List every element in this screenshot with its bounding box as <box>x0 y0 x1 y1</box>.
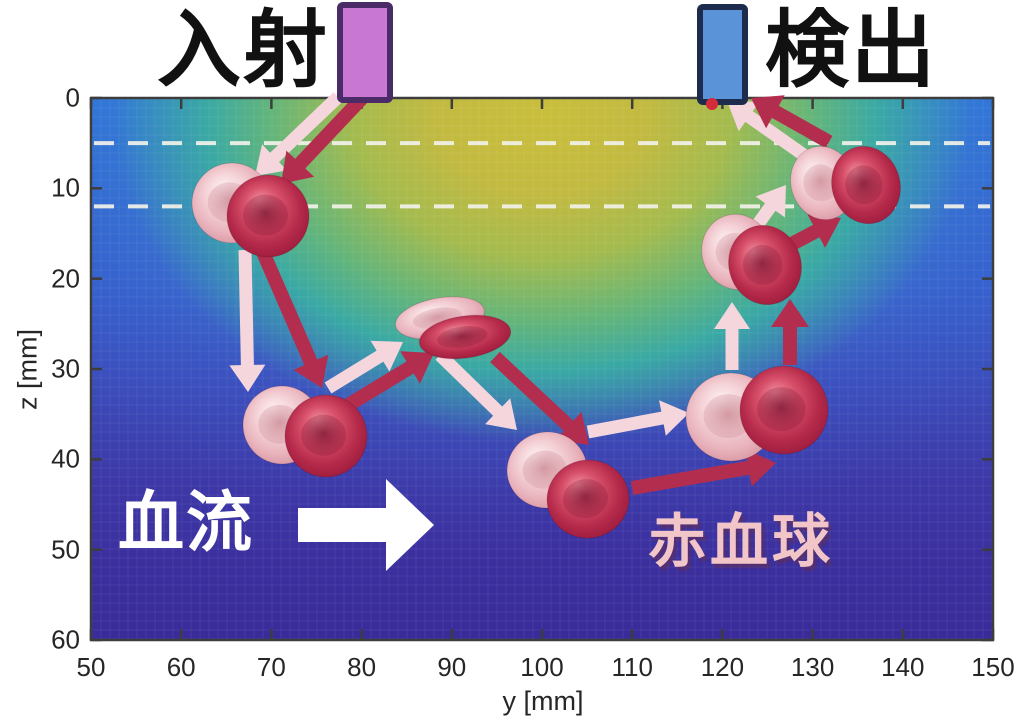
photon-path-arrow-pink <box>324 340 403 394</box>
rbc-label: 赤血球 <box>648 509 835 574</box>
detect-label: 検出 <box>765 3 938 97</box>
photon-path-arrow-pink <box>229 249 266 392</box>
photon-path-arrow-red <box>630 449 776 495</box>
z-tick-label: 60 <box>51 624 80 655</box>
y-axis-title: z [mm] <box>12 329 43 410</box>
x-tick-label: 60 <box>166 652 196 682</box>
photon-path-arrow-red <box>771 299 809 365</box>
photon-path-arrow-pink <box>714 302 750 370</box>
photon-path-arrow-pink <box>435 350 517 430</box>
z-tick-label: 0 <box>65 82 80 113</box>
photon-path-arrow-red <box>255 247 329 388</box>
z-tick-label: 10 <box>51 172 80 203</box>
x-tick-label: 140 <box>881 652 925 682</box>
red-blood-cell <box>728 224 802 306</box>
detector-bar <box>697 4 748 105</box>
blood-flow-direction-arrow <box>298 479 434 571</box>
x-tick-label: 100 <box>520 652 564 682</box>
red-blood-cell <box>546 459 630 539</box>
z-tick-label: 30 <box>51 353 80 384</box>
red-blood-cell <box>284 394 368 478</box>
x-tick-label: 110 <box>611 652 653 682</box>
photon-path-arrow-red <box>490 351 589 445</box>
x-tick-label: 50 <box>76 652 106 682</box>
detector-contact-dot <box>706 98 718 110</box>
photon-path-arrow-red <box>784 214 841 253</box>
photon-path-arrow-pink <box>586 400 689 439</box>
x-tick-label: 130 <box>790 652 835 682</box>
red-blood-cell <box>831 145 901 225</box>
x-tick-label: 150 <box>971 652 1015 682</box>
photon-path-arrow-red <box>281 90 371 184</box>
x-tick-label: 80 <box>347 652 377 682</box>
photon-path-arrow-red <box>751 95 833 149</box>
z-tick-label: 20 <box>51 263 80 294</box>
incident-label: 入射 <box>157 3 330 97</box>
x-tick-label: 70 <box>256 652 286 682</box>
red-blood-cell <box>418 314 512 360</box>
incident-source-bar <box>337 2 393 103</box>
photon-path-arrow-pink <box>255 92 343 176</box>
blood-flow-label: 血流 <box>118 485 254 559</box>
photon-path-arrow-red <box>341 351 434 413</box>
photon-path-arrow-pink <box>727 101 812 164</box>
z-tick-label: 40 <box>51 443 80 474</box>
z-tick-label: 50 <box>51 534 80 565</box>
x-axis-title: y [mm] <box>502 686 584 716</box>
red-blood-cell <box>226 174 310 258</box>
red-blood-cell <box>739 365 829 455</box>
x-tick-label: 90 <box>437 652 467 682</box>
x-tick-label: 120 <box>700 652 745 682</box>
